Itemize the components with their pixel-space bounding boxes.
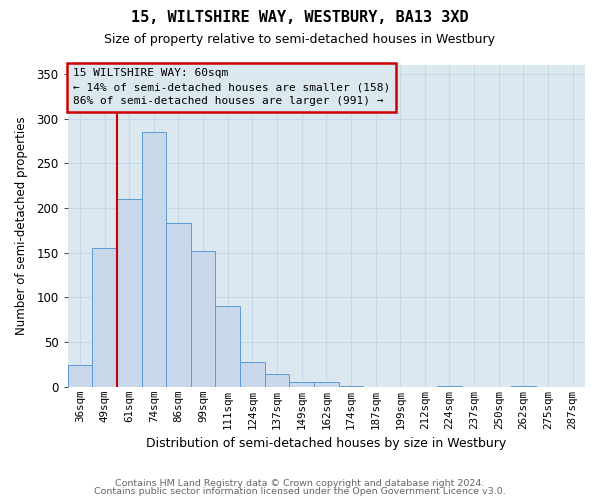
Bar	[166, 224, 191, 387]
Bar	[437, 386, 462, 387]
Bar	[92, 248, 117, 387]
Bar	[511, 386, 536, 387]
Bar	[314, 382, 338, 387]
X-axis label: Distribution of semi-detached houses by size in Westbury: Distribution of semi-detached houses by …	[146, 437, 506, 450]
Text: Contains public sector information licensed under the Open Government Licence v3: Contains public sector information licen…	[94, 487, 506, 496]
Bar	[240, 362, 265, 387]
Text: 15 WILTSHIRE WAY: 60sqm
← 14% of semi-detached houses are smaller (158)
86% of s: 15 WILTSHIRE WAY: 60sqm ← 14% of semi-de…	[73, 68, 390, 106]
Bar	[142, 132, 166, 387]
Bar	[265, 374, 289, 387]
Text: Size of property relative to semi-detached houses in Westbury: Size of property relative to semi-detach…	[104, 32, 496, 46]
Bar	[191, 251, 215, 387]
Bar	[289, 382, 314, 387]
Bar	[215, 306, 240, 387]
Bar	[338, 386, 363, 387]
Y-axis label: Number of semi-detached properties: Number of semi-detached properties	[15, 116, 28, 336]
Text: 15, WILTSHIRE WAY, WESTBURY, BA13 3XD: 15, WILTSHIRE WAY, WESTBURY, BA13 3XD	[131, 10, 469, 25]
Bar	[117, 199, 142, 387]
Text: Contains HM Land Registry data © Crown copyright and database right 2024.: Contains HM Land Registry data © Crown c…	[115, 478, 485, 488]
Bar	[68, 364, 92, 387]
